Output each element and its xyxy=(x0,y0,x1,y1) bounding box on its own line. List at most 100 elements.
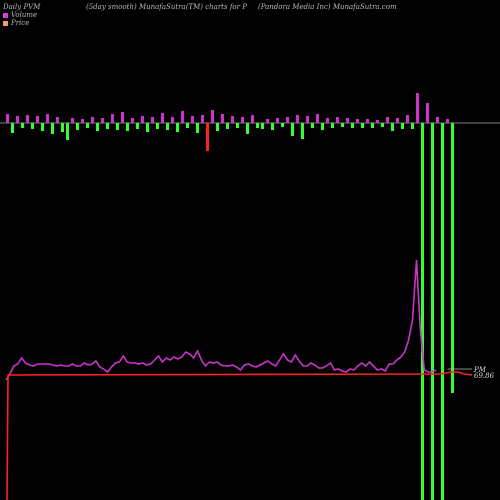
volume-bar xyxy=(91,117,94,123)
legend-item-volume: Volume xyxy=(3,11,37,19)
volume-bar xyxy=(421,123,424,500)
volume-bar xyxy=(226,123,229,129)
volume-bar xyxy=(296,115,299,123)
volume-bar xyxy=(181,111,184,123)
volume-bar xyxy=(166,123,169,130)
volume-bar xyxy=(416,93,419,123)
volume-bar xyxy=(216,123,219,131)
volume-bar xyxy=(336,117,339,123)
volume-bar xyxy=(401,123,404,129)
volume-bar xyxy=(201,115,204,123)
volume-bar xyxy=(156,123,159,129)
pvm-line xyxy=(5,259,437,381)
volume-bar xyxy=(301,123,304,139)
volume-bar xyxy=(246,123,249,134)
volume-bar xyxy=(276,118,279,123)
volume-bar xyxy=(261,123,264,129)
legend-swatch-volume xyxy=(3,12,8,18)
volume-bar xyxy=(361,123,364,128)
volume-bars xyxy=(6,93,454,500)
volume-bar xyxy=(436,117,439,123)
volume-bar xyxy=(71,118,74,123)
price-value-label: 69.86 xyxy=(474,372,495,380)
volume-bar xyxy=(326,118,329,123)
volume-bar xyxy=(311,123,314,128)
volume-bar xyxy=(51,123,54,134)
volume-bar xyxy=(256,123,259,128)
volume-bar xyxy=(271,123,274,130)
header-left: Daily PVM xyxy=(3,3,41,11)
volume-bar xyxy=(146,123,149,132)
pvm-tag-label: PM xyxy=(473,366,487,374)
volume-bar xyxy=(381,123,384,127)
volume-bar xyxy=(346,118,349,123)
legend-label-volume: Volume xyxy=(11,11,38,19)
volume-bar xyxy=(176,123,179,132)
volume-bar xyxy=(221,114,224,123)
volume-bar xyxy=(281,123,284,127)
volume-bar xyxy=(266,119,269,123)
volume-bar xyxy=(411,123,414,129)
volume-bar xyxy=(126,123,129,131)
volume-bar xyxy=(86,123,89,128)
volume-bar xyxy=(211,110,214,123)
volume-bar xyxy=(31,123,34,129)
volume-bar xyxy=(386,117,389,123)
volume-bar xyxy=(196,123,199,133)
volume-bar xyxy=(316,114,319,123)
volume-bar xyxy=(406,115,409,123)
volume-bar xyxy=(141,116,144,123)
volume-bar xyxy=(391,123,394,131)
volume-bar xyxy=(191,116,194,123)
volume-bar xyxy=(366,119,369,123)
volume-bar xyxy=(376,120,379,123)
volume-bar xyxy=(61,123,64,132)
volume-bar xyxy=(11,123,14,133)
volume-bar xyxy=(306,116,309,123)
volume-bar xyxy=(446,119,449,123)
legend-swatch-price xyxy=(3,20,8,26)
volume-bar xyxy=(121,112,124,123)
volume-bar xyxy=(351,123,354,128)
volume-bar xyxy=(291,123,294,136)
volume-bar xyxy=(56,117,59,123)
volume-bar xyxy=(36,116,39,123)
volume-bar xyxy=(186,123,189,128)
volume-bar xyxy=(331,123,334,128)
volume-bar xyxy=(371,123,374,128)
legend-label-price: Price xyxy=(11,19,30,27)
volume-bar xyxy=(241,117,244,123)
volume-bar xyxy=(6,114,9,123)
volume-bar xyxy=(206,123,209,151)
volume-bar xyxy=(111,114,114,123)
volume-bar xyxy=(151,117,154,123)
legend-item-price: Price xyxy=(3,19,37,27)
volume-bar xyxy=(451,123,454,393)
volume-bar xyxy=(231,116,234,123)
volume-bar xyxy=(431,123,434,500)
volume-bar xyxy=(236,123,239,128)
volume-bar xyxy=(66,123,69,140)
volume-bar xyxy=(426,103,429,123)
volume-bar xyxy=(136,123,139,129)
header-middle: (5day smooth) MunafaSutra(TM) charts for… xyxy=(86,3,247,11)
volume-bar xyxy=(171,117,174,123)
volume-bar xyxy=(96,123,99,131)
header-right: (Pandora Media Inc) MunafaSutra.com xyxy=(258,3,397,11)
volume-bar xyxy=(321,123,324,130)
volume-bar xyxy=(356,119,359,123)
volume-bar xyxy=(116,123,119,130)
volume-bar xyxy=(21,123,24,128)
volume-bar xyxy=(81,119,84,123)
volume-bar xyxy=(76,123,79,130)
volume-bar xyxy=(396,118,399,123)
volume-bar xyxy=(106,123,109,129)
volume-bar xyxy=(41,123,44,131)
volume-bar xyxy=(441,123,444,500)
volume-bar xyxy=(251,115,254,123)
volume-bar xyxy=(16,116,19,123)
legend: Volume Price xyxy=(3,11,37,27)
volume-bar xyxy=(161,113,164,123)
